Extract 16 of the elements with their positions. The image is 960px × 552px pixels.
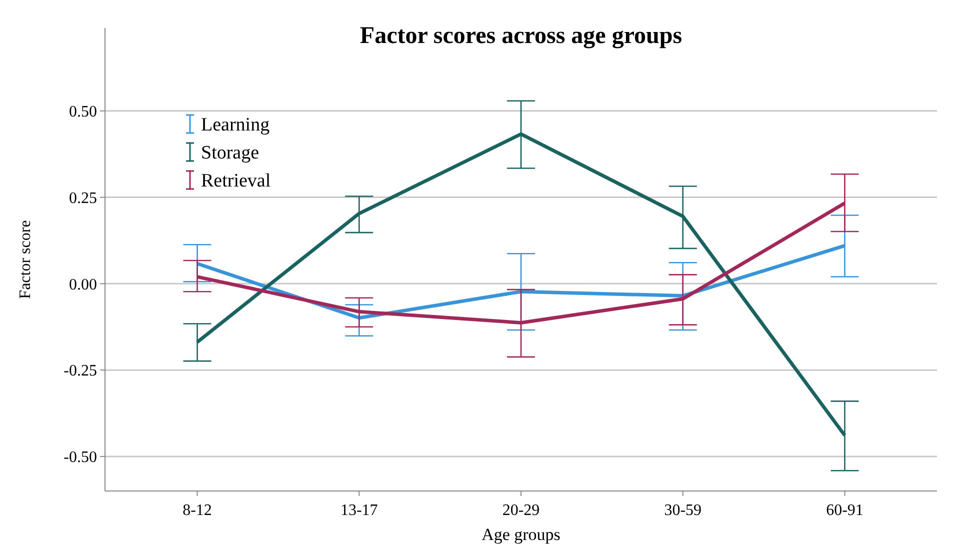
- y-tick-label: 0.50: [69, 104, 97, 121]
- x-tick-label: 20-29: [502, 502, 540, 519]
- x-axis-title: Age groups: [482, 525, 560, 544]
- x-tick-label: 13-17: [340, 502, 378, 519]
- x-tick-label: 30-59: [664, 502, 702, 519]
- legend-label: Learning: [201, 114, 270, 136]
- legend-label: Storage: [201, 142, 260, 164]
- y-tick-label: -0.25: [64, 362, 97, 380]
- y-tick-label: 0.25: [69, 190, 97, 207]
- y-axis-title: Factor score: [17, 220, 34, 299]
- legend-label: Retrieval: [201, 170, 271, 192]
- x-tick-label: 60-91: [826, 502, 864, 519]
- y-tick-label: 0.00: [69, 276, 97, 294]
- x-tick-label: 8-12: [182, 502, 212, 519]
- chart-title: Factor scores across age groups: [360, 23, 682, 49]
- y-tick-label: -0.50: [64, 449, 97, 466]
